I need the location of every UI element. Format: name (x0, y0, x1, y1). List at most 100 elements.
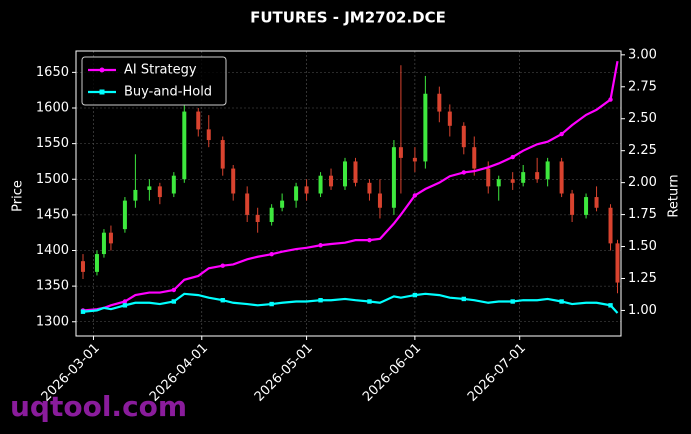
line-marker (220, 298, 225, 303)
candle-body (461, 125, 466, 148)
candle-body (196, 111, 201, 130)
candle-body (80, 261, 85, 272)
candle-body (157, 186, 162, 198)
candle-body (182, 111, 187, 180)
candle-body (398, 147, 403, 158)
candle-body (496, 179, 501, 187)
candle-body (101, 232, 106, 255)
line-series (82, 61, 619, 312)
candle-body (245, 193, 250, 215)
y2-tick-label: 1.00 (628, 303, 657, 318)
line-marker (559, 131, 564, 137)
line-marker (412, 292, 418, 298)
y-tick-label: 1300 (36, 314, 69, 329)
line-marker (510, 154, 515, 160)
candle-body (255, 214, 260, 222)
y2-tick-label: 1.25 (628, 271, 657, 286)
candle-body (510, 179, 515, 183)
chart-title: FUTURES - JM2702.DCE (250, 9, 446, 27)
candle-body (486, 168, 491, 187)
legend-marker (99, 89, 105, 95)
legend-label: Buy-and-Hold (124, 85, 212, 100)
candle-body (353, 161, 358, 183)
line-marker (412, 193, 418, 198)
line-marker (122, 299, 128, 304)
candle-body (220, 140, 225, 169)
y-tick-label: 1500 (36, 172, 69, 187)
y2-tick-label: 2.25 (628, 143, 657, 158)
candle-body (133, 189, 138, 201)
line-marker (510, 299, 515, 304)
x-tick-label: 2026-07-01 (465, 341, 529, 405)
candle-body (584, 197, 589, 215)
y-tick-label: 1350 (36, 279, 69, 294)
y2-tick-label: 1.50 (628, 239, 657, 254)
legend-label: AI Strategy (124, 63, 197, 78)
x-tick-label: 2026-06-01 (360, 341, 424, 405)
candle-body (423, 93, 428, 162)
y-axis-label: Price (11, 180, 26, 212)
y-tick-label: 1600 (36, 101, 69, 116)
line-marker (318, 298, 323, 303)
candle-body (269, 207, 274, 222)
line-marker (220, 263, 225, 268)
line-marker (269, 252, 274, 257)
candle-body (412, 157, 417, 162)
candle-body (108, 232, 113, 244)
y-tick-label: 1550 (36, 136, 69, 151)
candle-body (447, 111, 452, 126)
line-series (82, 292, 619, 314)
line-marker (608, 97, 613, 102)
candle-body (294, 186, 299, 201)
legend-box (81, 56, 227, 106)
y2-tick-label: 3.00 (628, 47, 657, 62)
line-marker (559, 299, 564, 304)
candle-body (535, 172, 540, 180)
candle-body (318, 175, 323, 194)
candle-body (304, 186, 309, 194)
line-marker (608, 303, 613, 308)
candle-body (343, 161, 348, 187)
y2-tick-label: 1.75 (628, 207, 657, 222)
plot-frame (75, 50, 622, 337)
y2-tick-label: 2.00 (628, 175, 657, 190)
x-tick-label: 2026-05-01 (252, 341, 316, 405)
candle-body (171, 175, 176, 194)
candle-body (437, 93, 442, 112)
candle-body (594, 197, 599, 208)
candle-body (391, 147, 396, 208)
line-marker (269, 301, 274, 307)
candle-body (559, 161, 564, 194)
candle-body (206, 129, 211, 141)
candle-body (122, 200, 127, 230)
candle-body (367, 182, 372, 194)
y2-axis-label: Return (667, 174, 682, 217)
line-marker (80, 309, 86, 314)
candle-body (280, 200, 285, 208)
y2-tick-label: 2.50 (628, 111, 657, 126)
candle-body (615, 243, 620, 283)
line-marker (461, 170, 466, 175)
y-tick-label: 1450 (36, 207, 69, 222)
line-marker (318, 243, 323, 248)
candle-body (608, 207, 613, 244)
candle-body (521, 172, 526, 183)
line-marker (367, 299, 372, 304)
line-marker (461, 296, 466, 302)
line-marker (122, 303, 128, 308)
line-marker (171, 287, 177, 293)
candle-body (231, 168, 236, 194)
line-marker (367, 237, 372, 243)
watermark: uqtool.com (10, 390, 187, 423)
legend-marker (99, 67, 105, 73)
y-tick-label: 1400 (36, 243, 69, 258)
candle-body (147, 186, 152, 190)
candle-body (545, 161, 550, 180)
y2-tick-label: 2.75 (628, 79, 657, 94)
candle-body (377, 193, 382, 208)
y-tick-label: 1650 (36, 65, 69, 80)
candle-body (329, 175, 334, 187)
line-marker (171, 299, 177, 304)
candle-body (570, 193, 575, 215)
